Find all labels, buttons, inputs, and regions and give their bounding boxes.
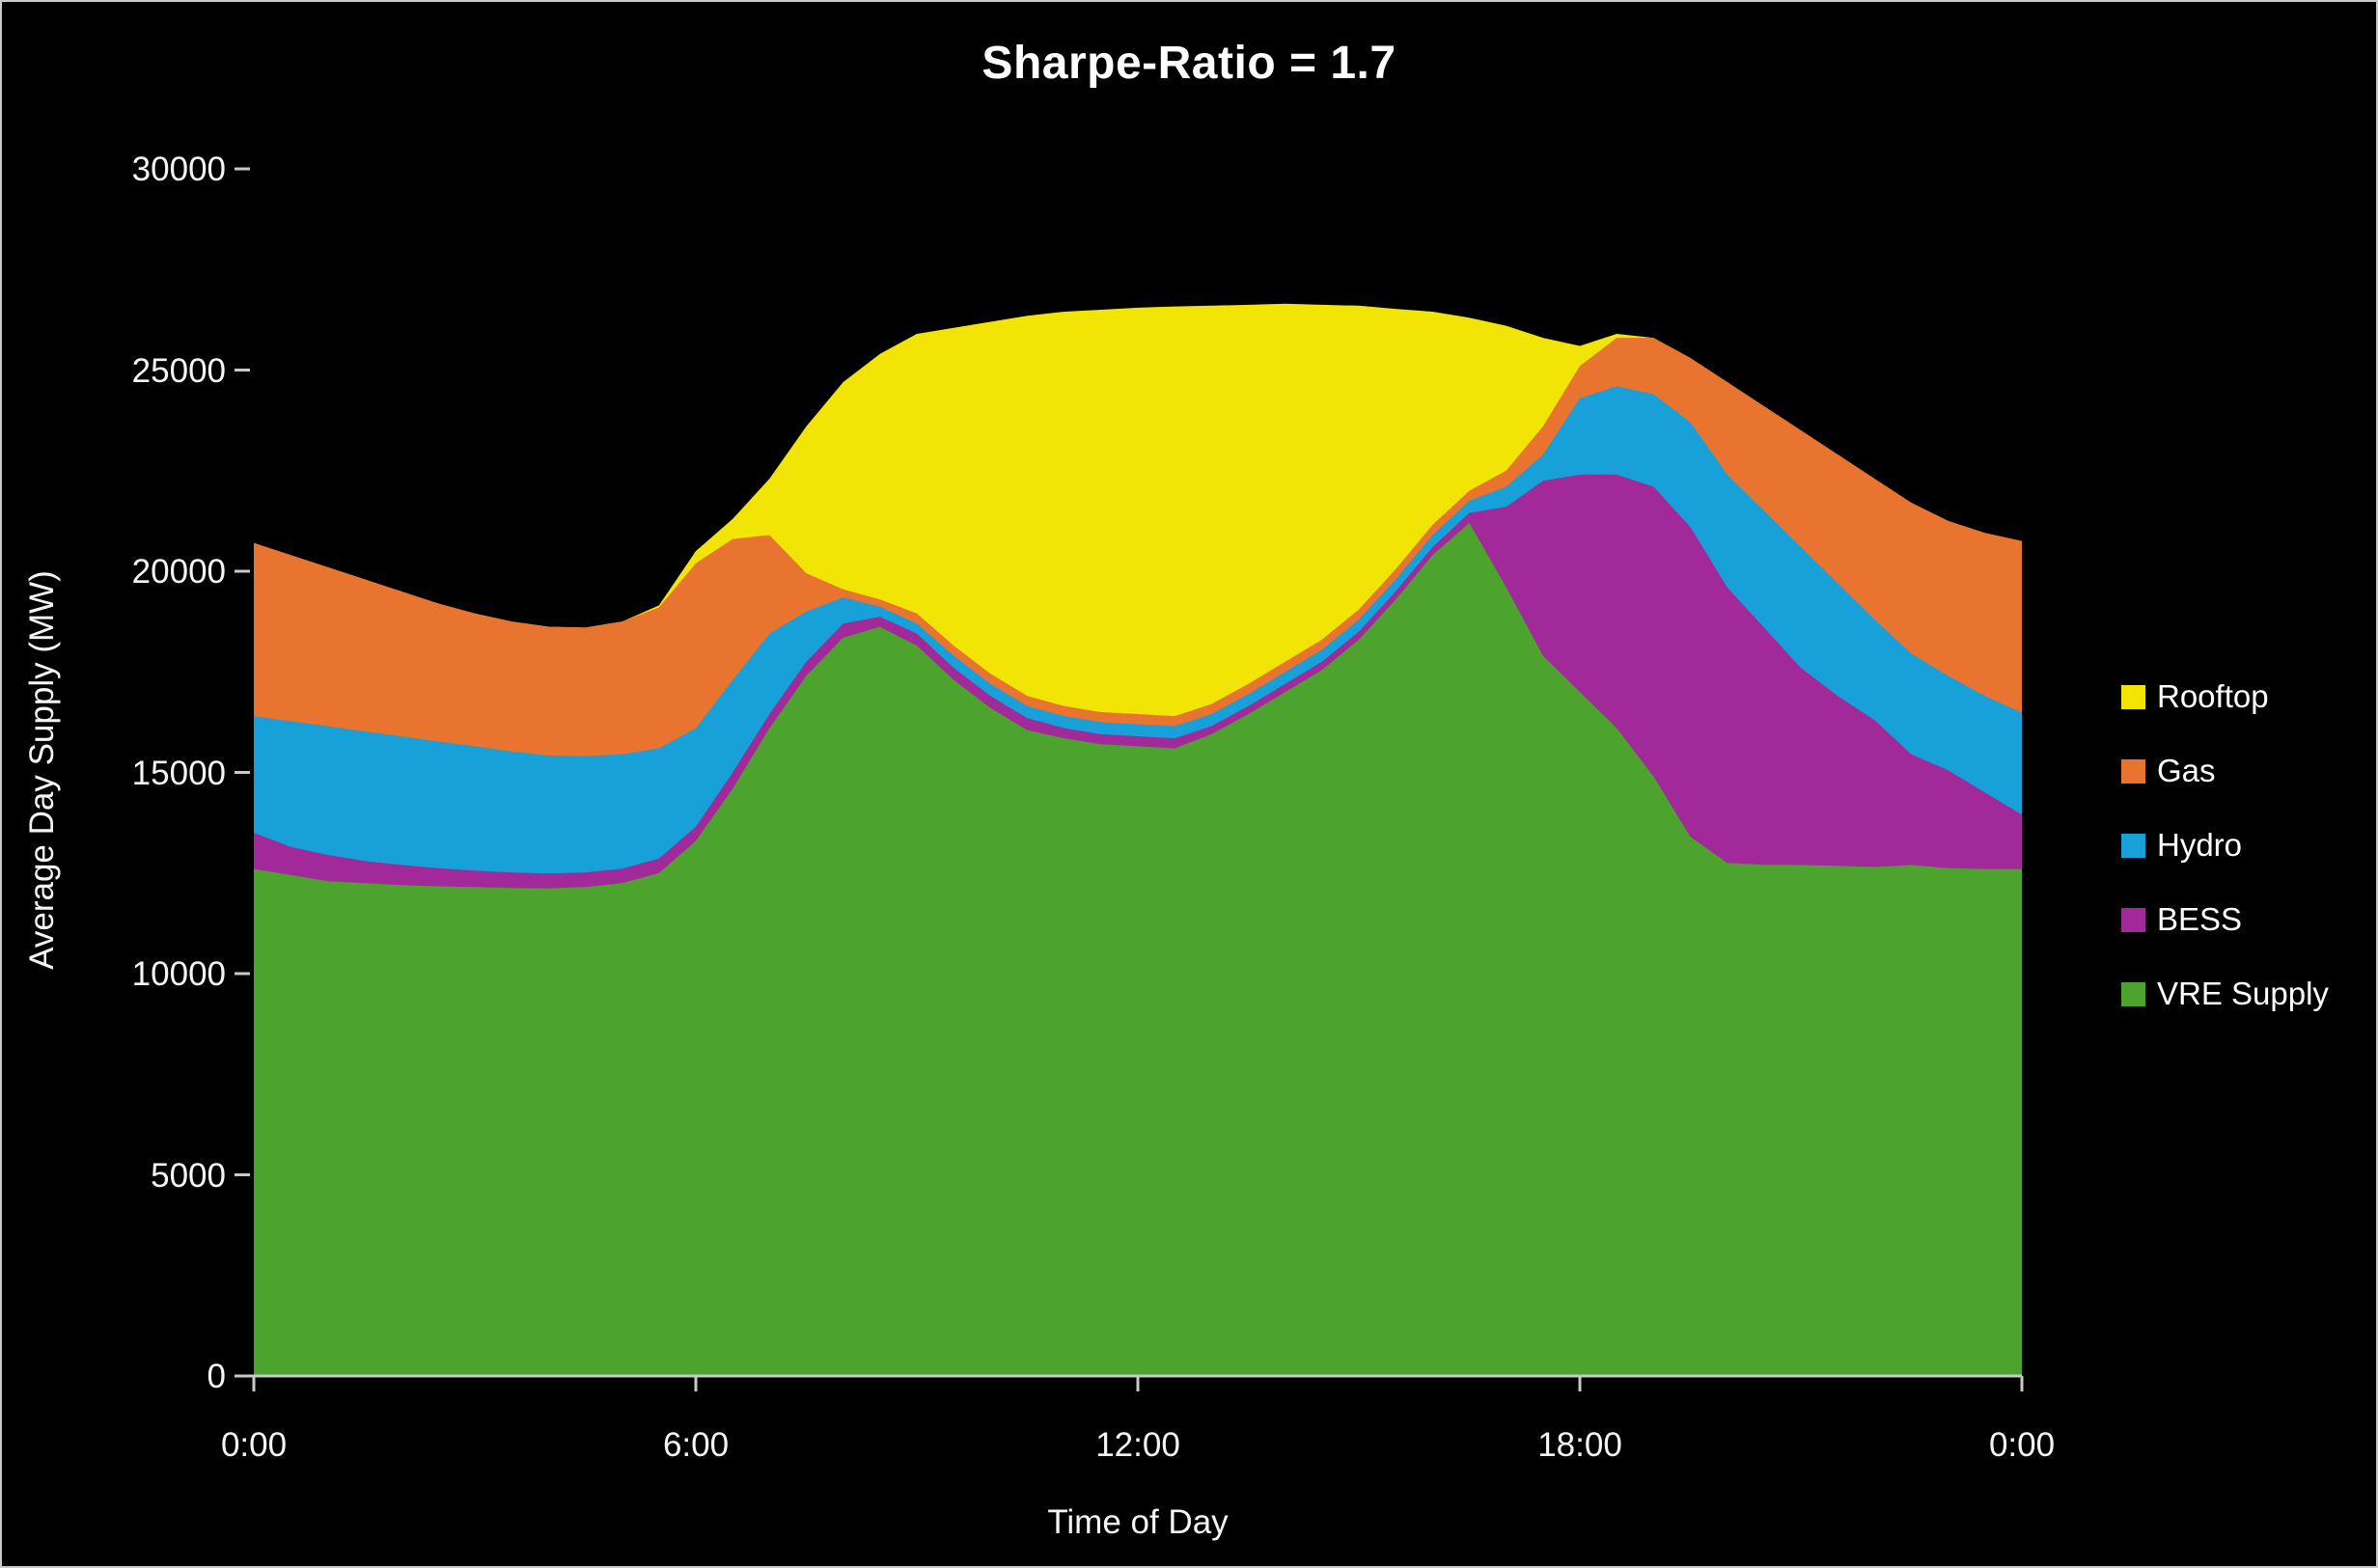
legend-label: Rooftop (2157, 678, 2269, 714)
legend-swatch (2121, 684, 2145, 709)
y-tick-label: 25000 (131, 351, 226, 390)
legend-item-gas: Gas (2121, 752, 2216, 790)
x-tick-label: 12:00 (1095, 1426, 1180, 1464)
legend-item-rooftop: Rooftop (2121, 677, 2269, 716)
x-tick-label: 18:00 (1537, 1426, 1622, 1464)
x-tick-label: 6:00 (662, 1426, 730, 1464)
legend-item-hydro: Hydro (2121, 826, 2242, 865)
area-series-vre-supply (254, 523, 2022, 1376)
x-tick-label: 0:00 (220, 1426, 288, 1464)
y-tick-label: 20000 (131, 553, 226, 591)
legend-label: VRE Supply (2157, 976, 2329, 1011)
legend-swatch (2121, 981, 2145, 1006)
legend-swatch (2121, 833, 2145, 858)
legend-label: Gas (2157, 753, 2216, 788)
legend-swatch (2121, 907, 2145, 932)
y-tick-label: 5000 (151, 1156, 226, 1195)
y-tick-label: 15000 (131, 754, 226, 792)
y-tick-label: 30000 (131, 151, 226, 188)
y-tick-label: 10000 (131, 955, 226, 993)
legend-label: Hydro (2157, 827, 2243, 863)
legend-label: BESS (2157, 901, 2243, 937)
x-axis-title: Time of Day (1047, 1503, 1229, 1541)
x-tick-label: 0:00 (1988, 1426, 2056, 1464)
legend-item-vre-supply: VRE Supply (2121, 975, 2329, 1013)
chart-title: Sharpe-Ratio = 1.7 (982, 38, 1396, 89)
legend-swatch (2121, 758, 2145, 784)
legend-item-bess: BESS (2121, 900, 2242, 939)
y-tick-label: 0 (207, 1358, 226, 1395)
